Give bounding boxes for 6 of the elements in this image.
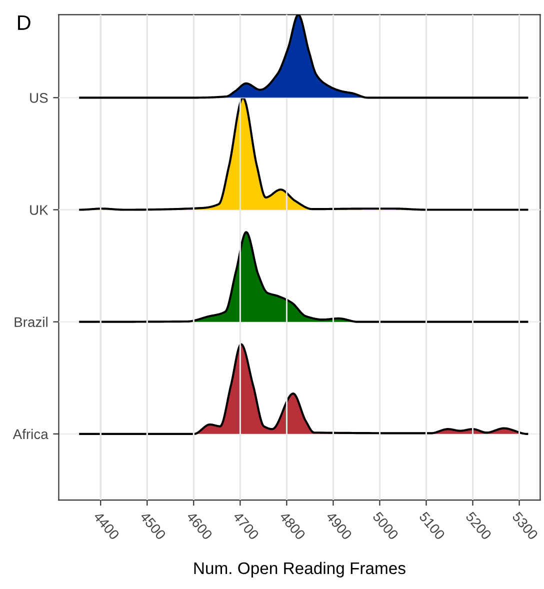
text: D: [18, 15, 30, 30]
x-axis-title: Num. Open Reading Frames: [194, 562, 406, 578]
text: Africa: [12, 428, 48, 440]
text: US: [30, 93, 48, 103]
text: UK: [30, 205, 48, 215]
text: Brazil: [14, 316, 48, 328]
